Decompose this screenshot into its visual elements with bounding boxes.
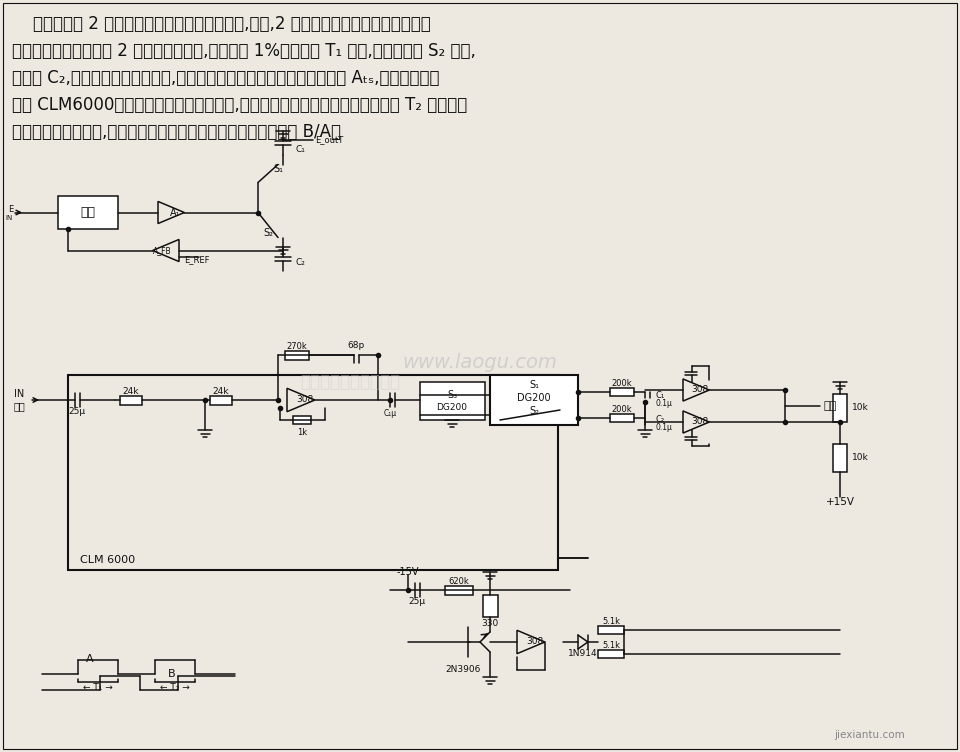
Text: C₁: C₁	[296, 145, 306, 154]
Text: C₂: C₂	[296, 258, 306, 267]
Text: 25μ: 25μ	[408, 598, 425, 607]
Text: 330: 330	[481, 619, 498, 628]
Text: 308: 308	[691, 386, 708, 395]
Text: 308: 308	[526, 638, 543, 647]
Text: 68p: 68p	[348, 341, 365, 350]
Text: 24k: 24k	[213, 387, 229, 396]
Text: 10k: 10k	[852, 404, 869, 413]
Text: 输出: 输出	[824, 401, 837, 411]
Text: 200k: 200k	[612, 405, 633, 414]
Text: E_outT: E_outT	[315, 135, 344, 144]
Bar	[598, 650, 624, 658]
Text: 308: 308	[297, 396, 314, 405]
Text: 杭州亮谱科技有限公司: 杭州亮谱科技有限公司	[300, 373, 400, 391]
Bar	[610, 414, 634, 422]
Text: www.laogu.com: www.laogu.com	[402, 353, 558, 371]
Text: 620k: 620k	[448, 577, 469, 586]
Text: 1N914: 1N914	[568, 650, 598, 659]
Text: jiexiantu.com: jiexiantu.com	[834, 730, 905, 740]
Text: S₂: S₂	[263, 228, 273, 238]
Bar	[490, 375, 578, 425]
Text: +15V: +15V	[826, 497, 854, 507]
Text: 存贮在 C₂,以便与基准电压作比较,所得到的结果经过可切换的放大器网络 Aₜₛ,加到增益控制: 存贮在 C₂,以便与基准电压作比较,所得到的结果经过可切换的放大器网络 Aₜₛ,…	[12, 69, 440, 87]
Text: 25μ: 25μ	[68, 408, 85, 417]
Text: IN: IN	[6, 214, 13, 220]
Text: ← T₂ →: ← T₂ →	[160, 684, 190, 693]
Text: -15V: -15V	[396, 567, 420, 577]
Text: 0.1μ: 0.1μ	[655, 399, 672, 408]
Text: E_REF: E_REF	[184, 255, 209, 264]
Text: 本电路用于 2 个信号共用同一输入线路的情况,例如,2 只发光二极管交替地照射到单只: 本电路用于 2 个信号共用同一输入线路的情况,例如,2 只发光二极管交替地照射到…	[12, 15, 431, 33]
Text: 5.1k: 5.1k	[602, 641, 620, 650]
Bar	[120, 396, 142, 405]
Text: 1k: 1k	[297, 428, 307, 437]
Text: C₁: C₁	[655, 390, 664, 399]
Text: 输入: 输入	[14, 401, 26, 411]
Text: A₁: A₁	[170, 208, 180, 217]
Bar	[445, 586, 473, 595]
Bar	[68, 375, 558, 570]
Text: A_FB: A_FB	[153, 246, 171, 255]
Text: 200k: 200k	[612, 380, 633, 389]
Bar	[598, 626, 624, 634]
Text: 270k: 270k	[287, 342, 307, 351]
Text: DG200: DG200	[517, 393, 551, 403]
Text: 元件 CLM6000。该闭合环路调节信号增益,使比值的分母等于基准电压。与时间 T₂ 相对应的: 元件 CLM6000。该闭合环路调节信号增益,使比值的分母等于基准电压。与时间 …	[12, 96, 468, 114]
Text: C₂: C₂	[655, 416, 664, 424]
Text: 2N3906: 2N3906	[445, 666, 481, 675]
Text: 10k: 10k	[852, 453, 869, 462]
Bar	[210, 396, 232, 405]
Bar	[285, 350, 309, 359]
Text: DG200: DG200	[437, 404, 468, 413]
Text: 分子乘以同样的增益,所以分于的输出正比于所需要的未知数比值 B/A。: 分子乘以同样的增益,所以分于的输出正比于所需要的未知数比值 B/A。	[12, 123, 341, 141]
Text: 光电池等。本电路测量 2 个未知数之比值,精度优于 1%。在周期 T₁ 期间,输入信号经 S₂ 采样,: 光电池等。本电路测量 2 个未知数之比值,精度优于 1%。在周期 T₁ 期间,输…	[12, 42, 476, 60]
Text: 0.1μ: 0.1μ	[655, 423, 672, 432]
Text: C₁μ: C₁μ	[383, 408, 396, 417]
Bar	[293, 416, 311, 424]
Bar	[610, 388, 634, 396]
Text: B: B	[168, 669, 176, 679]
Text: S₁: S₁	[529, 380, 539, 390]
Text: S₂: S₂	[529, 406, 539, 416]
Text: IN: IN	[14, 389, 24, 399]
Text: 5.1k: 5.1k	[602, 617, 620, 626]
Bar	[58, 196, 118, 229]
Text: S₃: S₃	[447, 390, 457, 400]
Text: S₁: S₁	[273, 165, 283, 174]
Text: E: E	[8, 205, 13, 214]
Text: 308: 308	[691, 417, 708, 426]
Text: ← T₁ →: ← T₁ →	[84, 684, 113, 693]
Bar	[483, 595, 498, 617]
Bar	[833, 394, 847, 422]
Text: A: A	[86, 654, 94, 664]
Text: 增益: 增益	[81, 206, 95, 219]
Bar	[420, 382, 485, 420]
Bar	[833, 444, 847, 472]
Text: 24k: 24k	[123, 387, 139, 396]
Text: CLM 6000: CLM 6000	[80, 555, 135, 565]
